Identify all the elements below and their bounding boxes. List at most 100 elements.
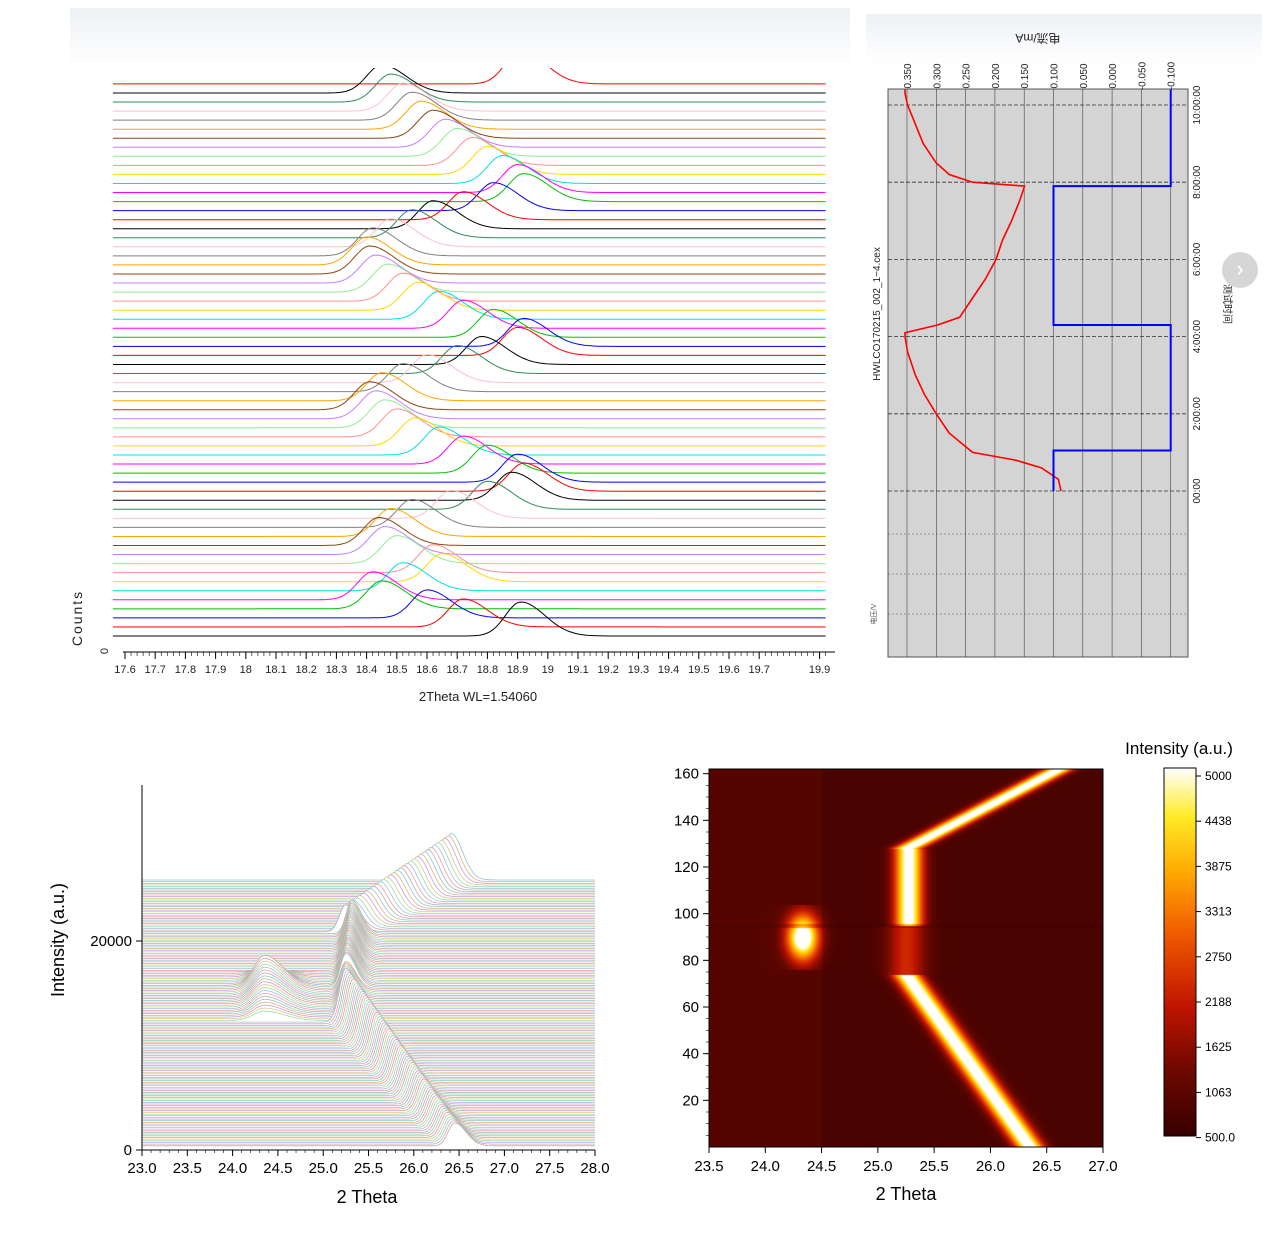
xrd-pattern-line [112,480,826,510]
x-tick-label: 28.0 [580,1160,609,1177]
pattern-line [142,1095,595,1125]
x-tick-label: 24.0 [218,1160,247,1177]
colorbar-canvas [1164,768,1196,1136]
y-tick-label: 40 [682,1046,699,1063]
pattern-line [142,1057,595,1095]
pattern-line [142,1043,595,1083]
xrd-pattern-line [112,544,826,574]
pattern-line [142,842,595,888]
x-tick-label: 18.6 [416,664,437,676]
top-tick-label: 0.200 [991,63,1002,88]
top-axis-title: 电流/mA [1015,31,1060,45]
pattern-line [142,912,595,948]
pattern-line [142,908,595,943]
colorbar-title: Intensity (a.u.) [1125,739,1233,758]
pattern-line [142,918,595,953]
x-tick-label: 27.0 [1088,1158,1117,1175]
pattern-line [142,839,595,886]
waterfall-svg: 23.0 23.5 24.0 24.5 25.0 25.5 26.0 26.5 27.0 27.5… [48,785,610,1207]
pattern-line [142,1076,595,1110]
pattern-line [142,1068,595,1103]
pattern-line [142,909,595,944]
y-tick-label: 140 [674,812,699,829]
xrd-pattern-line [112,49,826,85]
pattern-line [142,938,595,973]
top-tick-label: 0.150 [1020,63,1031,88]
xrd-pattern-line [112,299,826,329]
xrd-pattern-line [112,263,826,293]
time-tick-label: 6:00:00 [1192,242,1203,276]
xrd-pattern-line [112,82,826,112]
x-tick-label: 24.0 [751,1158,780,1175]
xrd-pattern-line [112,601,826,637]
x-tick-label: 27.0 [490,1160,519,1177]
pattern-line [142,1040,595,1081]
x-tick-label: 23.5 [694,1158,723,1175]
xrd-pattern-line [112,526,826,555]
x-tick-label: 19.3 [628,664,649,676]
pattern-line [142,1017,595,1063]
xrd-pattern-line [112,444,826,474]
pattern-line [142,919,595,954]
xrd-pattern-line [112,335,826,365]
pattern-line [142,1028,595,1071]
pattern-line [142,1118,595,1143]
pattern-line [142,899,595,934]
pattern-line [142,1030,595,1073]
pattern-line [142,941,595,976]
x-tick-label: 25.0 [863,1158,892,1175]
pattern-line [142,926,595,961]
y-tick-label: 60 [682,999,699,1016]
pattern-line [142,903,595,938]
top-tick-label: 0.050 [1079,63,1090,88]
xrd-pattern-line [112,127,826,157]
y-tick-label: 20 [682,1092,699,1109]
pattern-line [142,921,595,956]
pattern-line [142,1063,595,1100]
xrd-pattern-line [112,281,826,311]
time-tick-label: 4:00:00 [1192,319,1203,353]
pattern-line [142,916,595,951]
pattern-line [142,1055,595,1093]
x-tick-label: 18.3 [326,664,347,676]
xrd-pattern-line [112,598,826,628]
pattern-line [142,1022,595,1066]
pattern-line [142,1093,595,1123]
pattern-line [142,934,595,969]
y-tick-label: 20000 [90,933,132,950]
next-slide-button[interactable]: › [1222,252,1258,288]
xrd-pattern-line [112,345,826,374]
top-tick-label: 0.100 [1050,63,1061,88]
x-tick-label: 17.8 [175,664,196,676]
xrd-pattern-line [112,145,826,175]
pattern-line [142,939,595,974]
x-tick-label: 18.7 [446,664,467,676]
xrd-pattern-line [112,372,826,402]
xrd-pattern-line [112,73,826,103]
xrd-pattern-line [112,417,826,447]
x-tick-label: 17.7 [144,664,165,676]
xrd-pattern-line [112,209,826,239]
pattern-line [142,906,595,941]
pattern-line [142,1091,595,1122]
colorbar-tick-label: 4438 [1205,814,1232,828]
heatmap-canvas [709,769,1103,1147]
pattern-line [142,931,595,966]
pattern-line [142,1072,595,1107]
pattern-line [142,936,595,971]
xrd-pattern-line [112,498,826,528]
x-tick-label: 26.0 [399,1160,428,1177]
pattern-line [142,1066,595,1102]
colorbar-tick-label: 2750 [1205,950,1232,964]
pattern-line [142,897,595,928]
stacked-xrd-svg: 17.6 17.7 17.8 17.9 18 18.1 18.2 18.3 18.4 18.5 18… [69,18,835,704]
pattern-line [142,1112,595,1138]
y-tick-label: 100 [674,906,699,923]
xrd-pattern-line [112,109,826,139]
xrd-pattern-line [112,218,826,248]
pattern-line [142,904,595,939]
x-tick-label: 19.4 [658,664,679,676]
xrd-pattern-line [112,154,826,184]
x-tick-label: 24.5 [263,1160,292,1177]
y-zero-label: 0 [99,648,111,654]
